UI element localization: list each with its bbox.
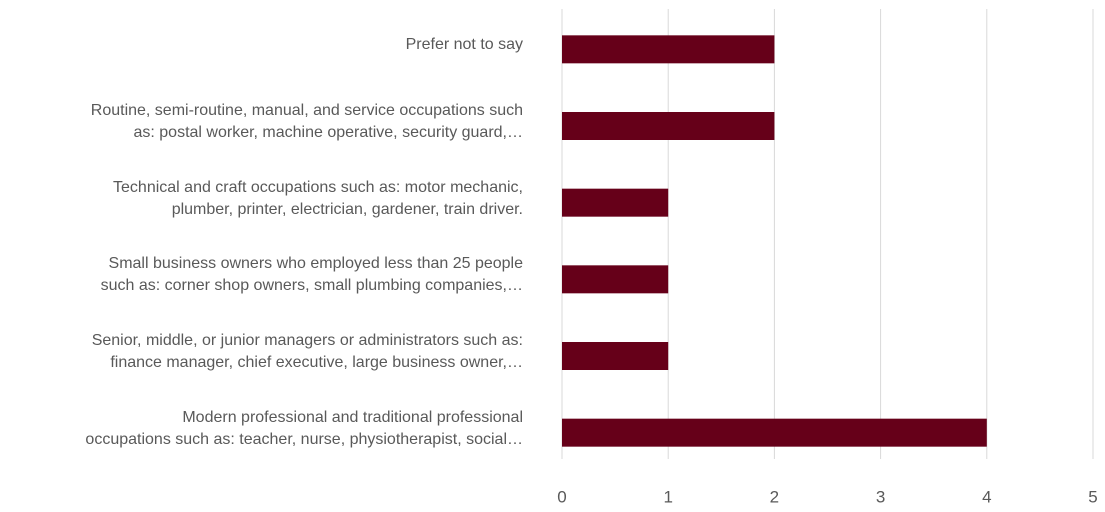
y-tick-label: Routine, semi-routine, manual, and servi… [90,102,523,141]
bar [562,188,669,217]
bar [562,418,987,447]
x-tick-label: 0 [557,487,566,506]
x-tick-label: 4 [982,487,991,506]
x-tick-label: 1 [663,487,672,506]
x-tick-label: 3 [876,487,885,506]
y-tick-label: Small business owners who employed less … [100,255,523,295]
y-tick-label: Prefer not to say [405,36,523,54]
y-tick-label: Technical and craft occupations such as:… [113,178,523,218]
x-tick-label: 5 [1088,487,1097,506]
bar [562,342,669,370]
bar [562,265,669,294]
bar [562,112,775,140]
bar [562,35,775,64]
y-tick-label: Senior, middle, or junior managers or ad… [91,332,523,371]
x-tick-label: 2 [770,487,779,506]
y-tick-label: Modern professional and traditional prof… [85,408,523,448]
